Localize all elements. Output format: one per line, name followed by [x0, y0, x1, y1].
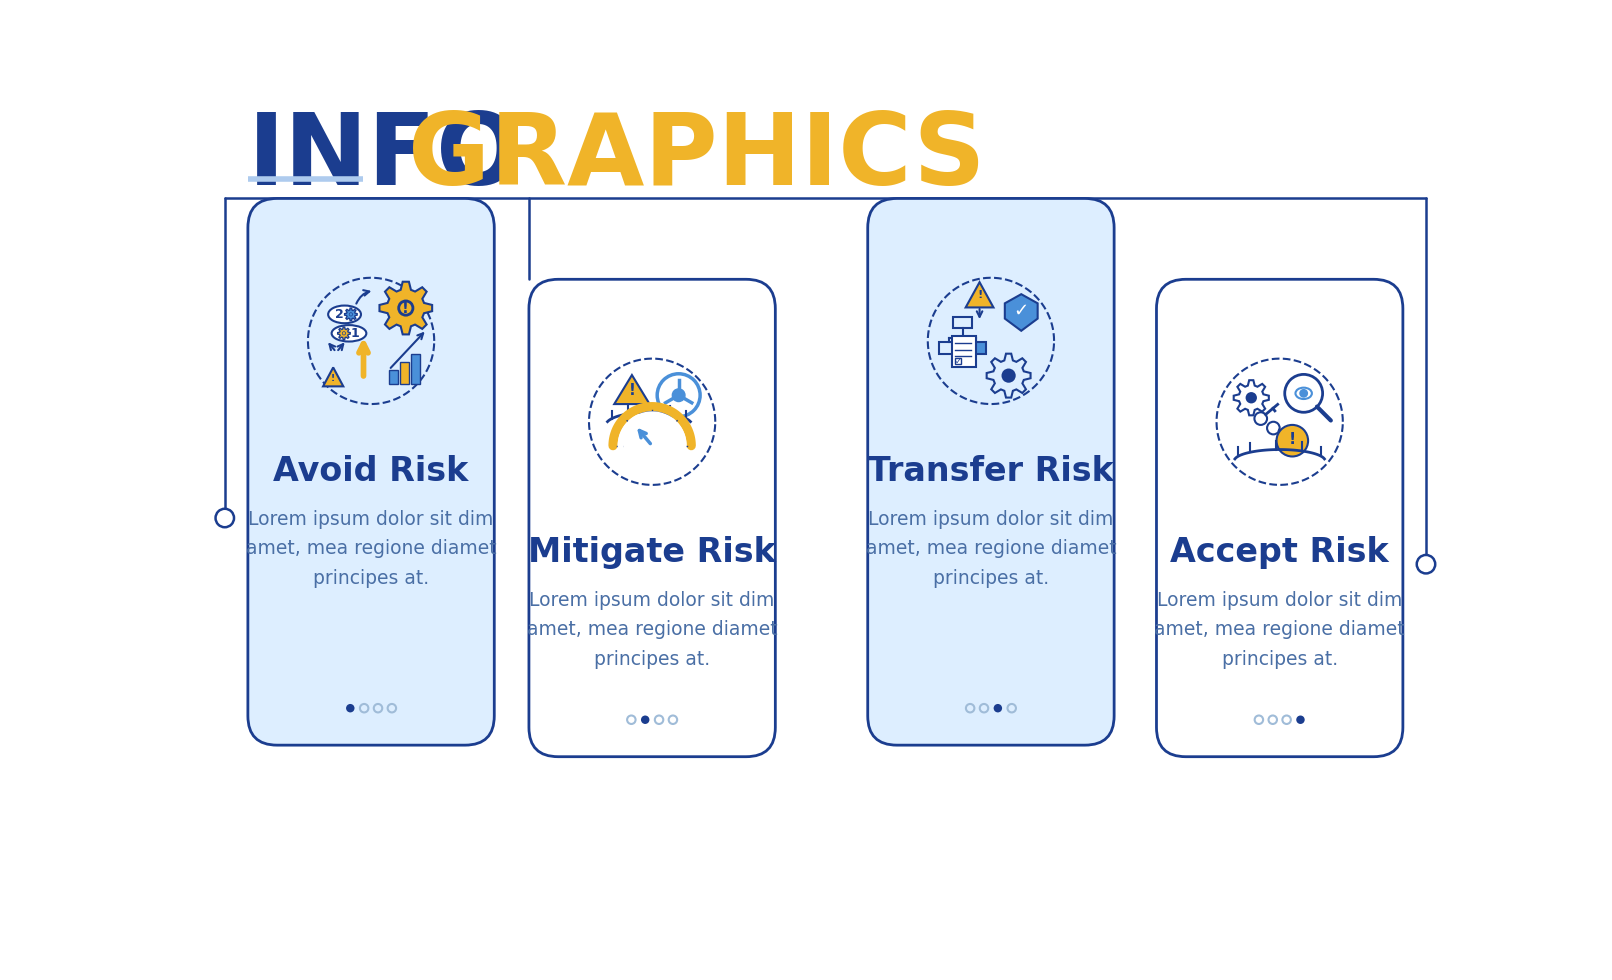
- Ellipse shape: [332, 325, 366, 342]
- Bar: [951, 336, 975, 368]
- Text: Accept Risk: Accept Risk: [1170, 536, 1390, 569]
- Text: Mitigate Risk: Mitigate Risk: [529, 536, 775, 569]
- Circle shape: [1246, 392, 1257, 404]
- Text: Lorem ipsum dolor sit dim
amet, mea regione diamet
principes at.: Lorem ipsum dolor sit dim amet, mea regi…: [1154, 591, 1406, 668]
- Text: 2: 2: [335, 308, 343, 320]
- Text: !: !: [977, 290, 982, 300]
- Polygon shape: [322, 368, 343, 386]
- Bar: [388, 369, 398, 384]
- FancyBboxPatch shape: [1156, 279, 1402, 757]
- Polygon shape: [966, 282, 993, 308]
- Circle shape: [342, 331, 347, 335]
- FancyBboxPatch shape: [248, 198, 495, 745]
- Polygon shape: [345, 308, 358, 320]
- Text: !: !: [403, 301, 409, 316]
- Polygon shape: [379, 281, 432, 334]
- Bar: [411, 354, 421, 384]
- Circle shape: [343, 332, 345, 334]
- Polygon shape: [337, 327, 350, 340]
- Text: INFO: INFO: [248, 109, 522, 206]
- Text: !: !: [629, 382, 635, 398]
- Ellipse shape: [329, 306, 361, 323]
- Text: !: !: [1288, 432, 1296, 447]
- Polygon shape: [614, 375, 650, 404]
- FancyBboxPatch shape: [867, 198, 1114, 745]
- Bar: [954, 358, 961, 365]
- Bar: [967, 342, 987, 354]
- Circle shape: [216, 509, 234, 527]
- Circle shape: [642, 715, 650, 724]
- Circle shape: [397, 300, 414, 317]
- FancyBboxPatch shape: [529, 279, 775, 757]
- Circle shape: [1296, 715, 1304, 724]
- Bar: [940, 342, 958, 354]
- Circle shape: [1001, 368, 1016, 383]
- Text: Lorem ipsum dolor sit dim
amet, mea regione diamet
principes at.: Lorem ipsum dolor sit dim amet, mea regi…: [527, 591, 777, 668]
- Text: Avoid Risk: Avoid Risk: [274, 456, 469, 488]
- Circle shape: [1299, 389, 1307, 398]
- Text: ✓: ✓: [954, 357, 961, 366]
- Circle shape: [350, 313, 351, 316]
- Circle shape: [993, 704, 1003, 712]
- Text: 1: 1: [351, 326, 359, 340]
- Circle shape: [347, 704, 355, 712]
- Text: Lorem ipsum dolor sit dim
amet, mea regione diamet
principes at.: Lorem ipsum dolor sit dim amet, mea regi…: [245, 510, 496, 588]
- Bar: [953, 317, 972, 328]
- Text: ✓: ✓: [1014, 302, 1028, 320]
- Bar: [400, 363, 409, 384]
- Text: !: !: [330, 373, 335, 382]
- Text: Transfer Risk: Transfer Risk: [867, 456, 1114, 488]
- Circle shape: [400, 303, 411, 314]
- Circle shape: [672, 389, 685, 402]
- Text: Lorem ipsum dolor sit dim
amet, mea regione diamet
principes at.: Lorem ipsum dolor sit dim amet, mea regi…: [866, 510, 1116, 588]
- Circle shape: [1277, 425, 1307, 457]
- Circle shape: [348, 313, 353, 317]
- Text: GRAPHICS: GRAPHICS: [408, 109, 985, 206]
- Polygon shape: [1004, 294, 1038, 331]
- Circle shape: [1417, 555, 1435, 573]
